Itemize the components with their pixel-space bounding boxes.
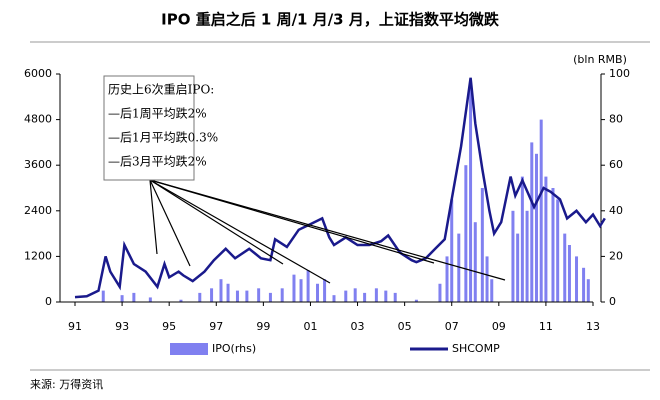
y2-tick-label: 0 <box>609 295 616 308</box>
y-tick-label: 2400 <box>24 204 52 217</box>
bar <box>316 283 320 302</box>
bar <box>534 153 538 302</box>
bar <box>520 176 524 302</box>
bar <box>245 290 249 302</box>
y-tick-label: 3600 <box>24 158 52 171</box>
bar <box>539 119 543 302</box>
annotation-text: —后3月平均跌2% <box>108 154 207 169</box>
bar <box>530 142 534 302</box>
line <box>74 77 606 299</box>
bar <box>582 267 586 302</box>
bar <box>332 295 336 302</box>
x-tick-label: 01 <box>303 320 317 333</box>
bar <box>490 279 494 302</box>
y2-tick-label: 60 <box>609 158 623 171</box>
bar <box>219 279 223 302</box>
x-tick-label: 95 <box>162 320 176 333</box>
source: 来源: 万得资讯 <box>30 377 103 391</box>
y-tick-label: 4800 <box>24 113 52 126</box>
bar <box>544 176 548 302</box>
bar <box>210 288 214 302</box>
bar <box>575 256 579 302</box>
y2-tick-label: 40 <box>609 204 623 217</box>
x-tick-label: 91 <box>68 320 82 333</box>
bar <box>101 290 105 302</box>
bar <box>445 256 449 302</box>
bar <box>485 256 489 302</box>
bar <box>132 292 136 302</box>
bar <box>556 199 560 302</box>
x-tick-label: 09 <box>492 320 506 333</box>
y2-tick-label: 20 <box>609 249 623 262</box>
bar <box>374 288 378 302</box>
legend-swatch <box>170 343 208 355</box>
y-tick-label: 0 <box>45 295 52 308</box>
bar <box>469 85 473 303</box>
bar <box>384 290 388 302</box>
y-tick-label: 1200 <box>24 249 52 262</box>
y2-axis-label: (bln RMB) <box>573 53 627 66</box>
annotation-text: 历史上6次重启IPO: <box>108 83 214 97</box>
bar <box>120 295 124 302</box>
annotation-text: —后1月平均跌0.3% <box>108 130 218 145</box>
bar <box>292 274 296 302</box>
x-tick-label: 99 <box>256 320 270 333</box>
bar <box>516 233 520 302</box>
bar <box>299 279 303 302</box>
bar <box>511 210 515 302</box>
legend-label: SHCOMP <box>452 342 500 355</box>
bar <box>323 279 327 302</box>
x-tick-label: 05 <box>398 320 412 333</box>
x-tick-label: 03 <box>351 320 365 333</box>
bar <box>393 292 397 302</box>
bar <box>148 297 152 302</box>
chart-title: IPO 重启之后 1 周/1 月/3 月，上证指数平均微跌 <box>161 11 500 29</box>
bar <box>353 288 357 302</box>
bar <box>450 199 454 302</box>
y2-tick-label: 80 <box>609 113 623 126</box>
bar <box>344 290 348 302</box>
bar <box>198 292 202 302</box>
bar <box>464 165 468 302</box>
annotation-arrows <box>149 179 506 284</box>
x-tick-label: 07 <box>445 320 459 333</box>
bar <box>438 283 442 302</box>
bar <box>268 292 272 302</box>
bar <box>363 292 367 302</box>
bar <box>586 279 590 302</box>
y-tick-label: 6000 <box>24 67 52 80</box>
bar <box>306 270 310 302</box>
y2-tick-label: 100 <box>609 67 630 80</box>
bar <box>563 233 567 302</box>
bar <box>457 233 461 302</box>
annotation-box <box>103 75 195 181</box>
bar <box>179 299 183 302</box>
x-tick-label: 97 <box>209 320 223 333</box>
x-tick-label: 11 <box>539 320 553 333</box>
bar <box>525 210 529 302</box>
bar <box>480 188 484 302</box>
bar <box>280 288 284 302</box>
bars <box>101 85 590 303</box>
x-tick-label: 13 <box>586 320 600 333</box>
bar <box>551 188 555 302</box>
bar <box>226 283 230 302</box>
annotation-text: —后1周平均跌2% <box>108 106 207 121</box>
legend-label: IPO(rhs) <box>212 342 256 355</box>
bar <box>567 245 571 302</box>
bar <box>235 290 239 302</box>
x-tick-label: 93 <box>115 320 129 333</box>
bar <box>257 288 261 302</box>
bar <box>473 222 477 302</box>
bar <box>414 299 418 302</box>
